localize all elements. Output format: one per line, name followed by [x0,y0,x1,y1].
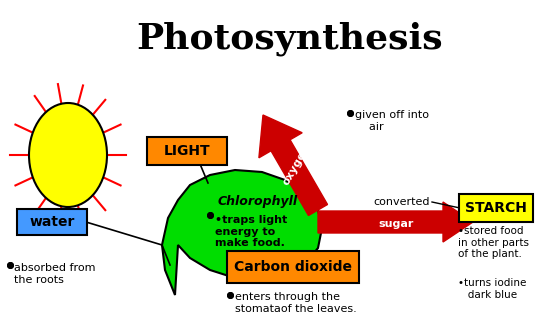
Text: absorbed from
the roots: absorbed from the roots [14,263,95,284]
FancyBboxPatch shape [227,251,359,283]
Text: Photosynthesis: Photosynthesis [136,22,443,57]
Text: Chlorophyll: Chlorophyll [218,195,298,208]
Text: converted: converted [374,197,430,207]
Text: •traps light
energy to
make food.: •traps light energy to make food. [215,215,287,248]
Polygon shape [162,170,322,295]
Text: given off into
    air: given off into air [355,110,429,131]
FancyBboxPatch shape [17,209,87,235]
FancyArrow shape [318,202,473,242]
Text: •stored food
in other parts
of the plant.: •stored food in other parts of the plant… [458,226,529,259]
FancyArrow shape [259,115,328,215]
FancyBboxPatch shape [147,137,227,165]
Text: Carbon dioxide: Carbon dioxide [234,260,352,274]
Text: enters through the
stomataof the leaves.: enters through the stomataof the leaves. [235,292,357,314]
Text: LIGHT: LIGHT [164,144,210,158]
Text: water: water [29,215,75,229]
FancyBboxPatch shape [459,194,533,222]
Ellipse shape [29,103,107,207]
Text: STARCH: STARCH [465,201,527,215]
Text: •turns iodine
   dark blue: •turns iodine dark blue [458,278,527,300]
Text: sugar: sugar [378,219,414,229]
Text: oxygen: oxygen [281,143,312,187]
